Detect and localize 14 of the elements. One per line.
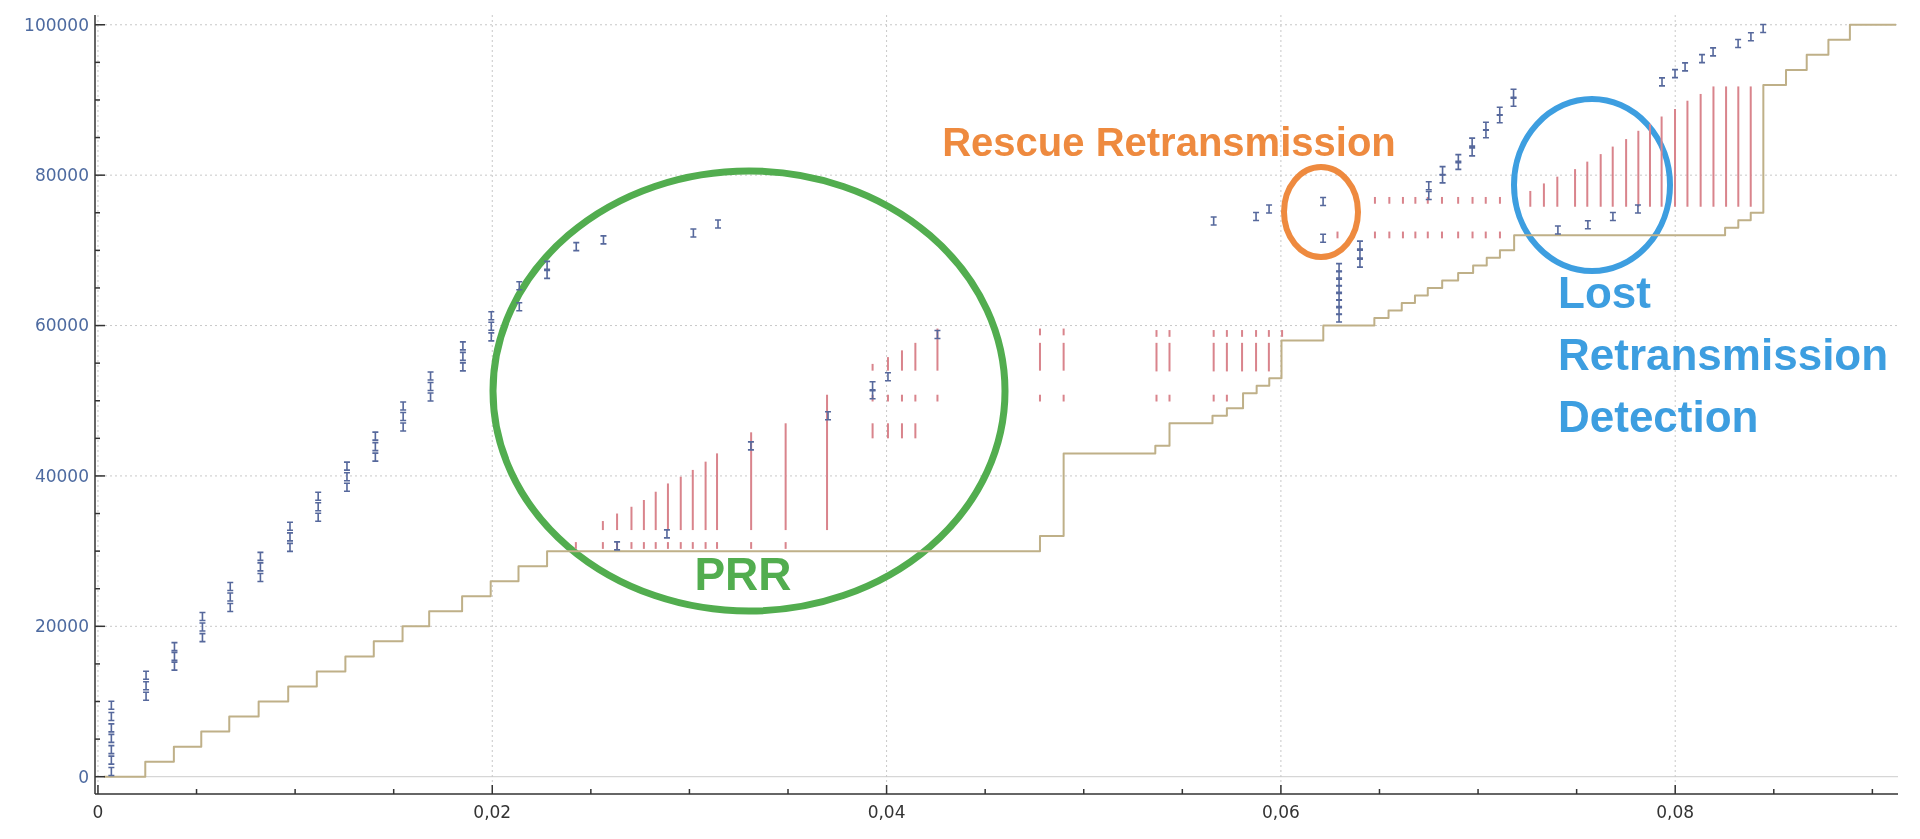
x-tick-label: 0,06 — [1261, 802, 1300, 822]
y-tick-label: 0 — [78, 766, 89, 787]
x-tick-label: 0,04 — [867, 802, 906, 822]
x-tick-label: 0,08 — [1656, 802, 1695, 822]
x-tick-label: 0 — [92, 802, 104, 822]
y-tick-label: 100000 — [24, 14, 89, 35]
y-tick-label: 40000 — [34, 465, 89, 486]
annotation: PRR — [694, 548, 792, 601]
y-tick-label: 20000 — [34, 616, 89, 637]
x-tick-label: 0,02 — [473, 802, 512, 822]
annotation: Lost Retransmission Detection — [1558, 267, 1889, 441]
y-tick-label: 60000 — [34, 315, 89, 336]
y-tick-label: 80000 — [34, 165, 89, 186]
annotation: Rescue Retransmission — [942, 119, 1396, 164]
